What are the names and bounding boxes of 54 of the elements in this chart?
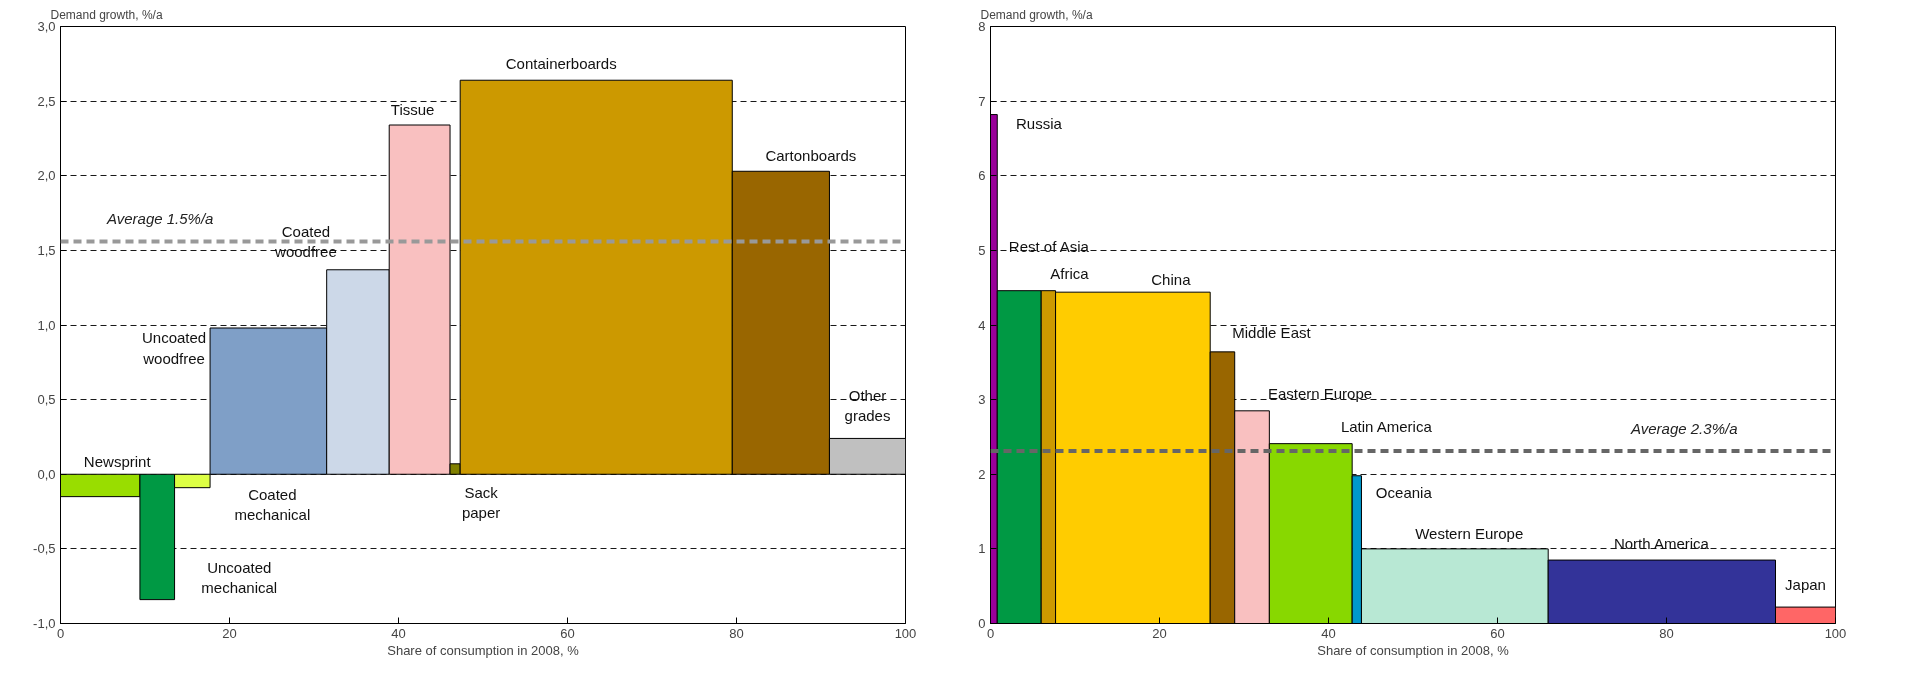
annotation: Other grades [844, 386, 891, 425]
annotation: Containerboards [505, 54, 617, 72]
annotation: Uncoated woodfree [141, 329, 207, 367]
annotation: Western Europe [1415, 525, 1524, 543]
x-tick-label: 20 [1152, 625, 1167, 641]
annotation: North America [1613, 534, 1710, 552]
y-tick-label: 0,5 [37, 392, 56, 408]
y-tick-label: 4 [978, 317, 986, 333]
annotation: Coated woodfree [274, 223, 337, 261]
y-tick-label: -0,5 [33, 541, 56, 557]
y-tick-label: 2,5 [37, 93, 56, 109]
annotation: Cartonboards [765, 146, 857, 164]
x-tick-label: 40 [1321, 625, 1336, 641]
y-tick-label: 1,5 [37, 242, 56, 258]
y-tick-label: 3,0 [37, 19, 56, 34]
x-tick-label: 60 [1490, 625, 1505, 641]
annotation: Sack paper [461, 484, 501, 522]
x-axis-title: Share of consumption in 2008, % [1317, 642, 1510, 658]
y-tick-label: 1 [978, 541, 986, 557]
annotation: Russia [1015, 115, 1063, 133]
annotation: Tissue [390, 100, 435, 118]
annotation: Africa [1050, 265, 1090, 283]
x-tick-label: 80 [729, 625, 744, 641]
y-tick-label: -1,0 [33, 616, 56, 631]
annotation: China [1151, 270, 1192, 288]
x-tick-label: 100 [1824, 625, 1847, 641]
annotation: Newsprint [83, 453, 152, 471]
x-tick-label: 20 [222, 625, 237, 641]
x-axis-title: Share of consumption in 2008, % [387, 642, 580, 658]
x-tick-label: 80 [1659, 625, 1674, 641]
ref-line-label: Average 1.5%/a [105, 210, 214, 228]
y-tick-label: 8 [978, 19, 986, 34]
y-tick-label: 2,0 [37, 168, 56, 184]
y-tick-label: 3 [978, 392, 986, 408]
annotation: Rest of Asia [1008, 238, 1090, 256]
y-tick-label: 5 [978, 242, 986, 258]
annotation: Coated mechanical [234, 485, 311, 524]
y-axis-title: Demand growth, %/a [50, 7, 163, 22]
y-tick-label: 7 [978, 93, 986, 109]
annotation: Japan [1785, 575, 1826, 593]
y-tick-label: 6 [978, 168, 986, 184]
annotation: Uncoated mechanical [201, 558, 278, 597]
x-tick-label: 40 [391, 625, 406, 641]
x-tick-label: 60 [560, 625, 575, 641]
x-tick-label: 100 [894, 625, 917, 641]
y-axis-title: Demand growth, %/a [980, 7, 1093, 22]
annotation: Eastern Europe [1267, 385, 1373, 403]
y-tick-label: 2 [978, 466, 986, 482]
ref-line-label: Average 2.3%/a [1630, 420, 1738, 438]
annotation: Middle East [1232, 324, 1312, 342]
y-tick-label: 1,0 [37, 317, 56, 333]
y-tick-label: 0,0 [37, 466, 56, 482]
annotation: Oceania [1375, 484, 1433, 502]
annotation: Latin America [1340, 418, 1433, 436]
